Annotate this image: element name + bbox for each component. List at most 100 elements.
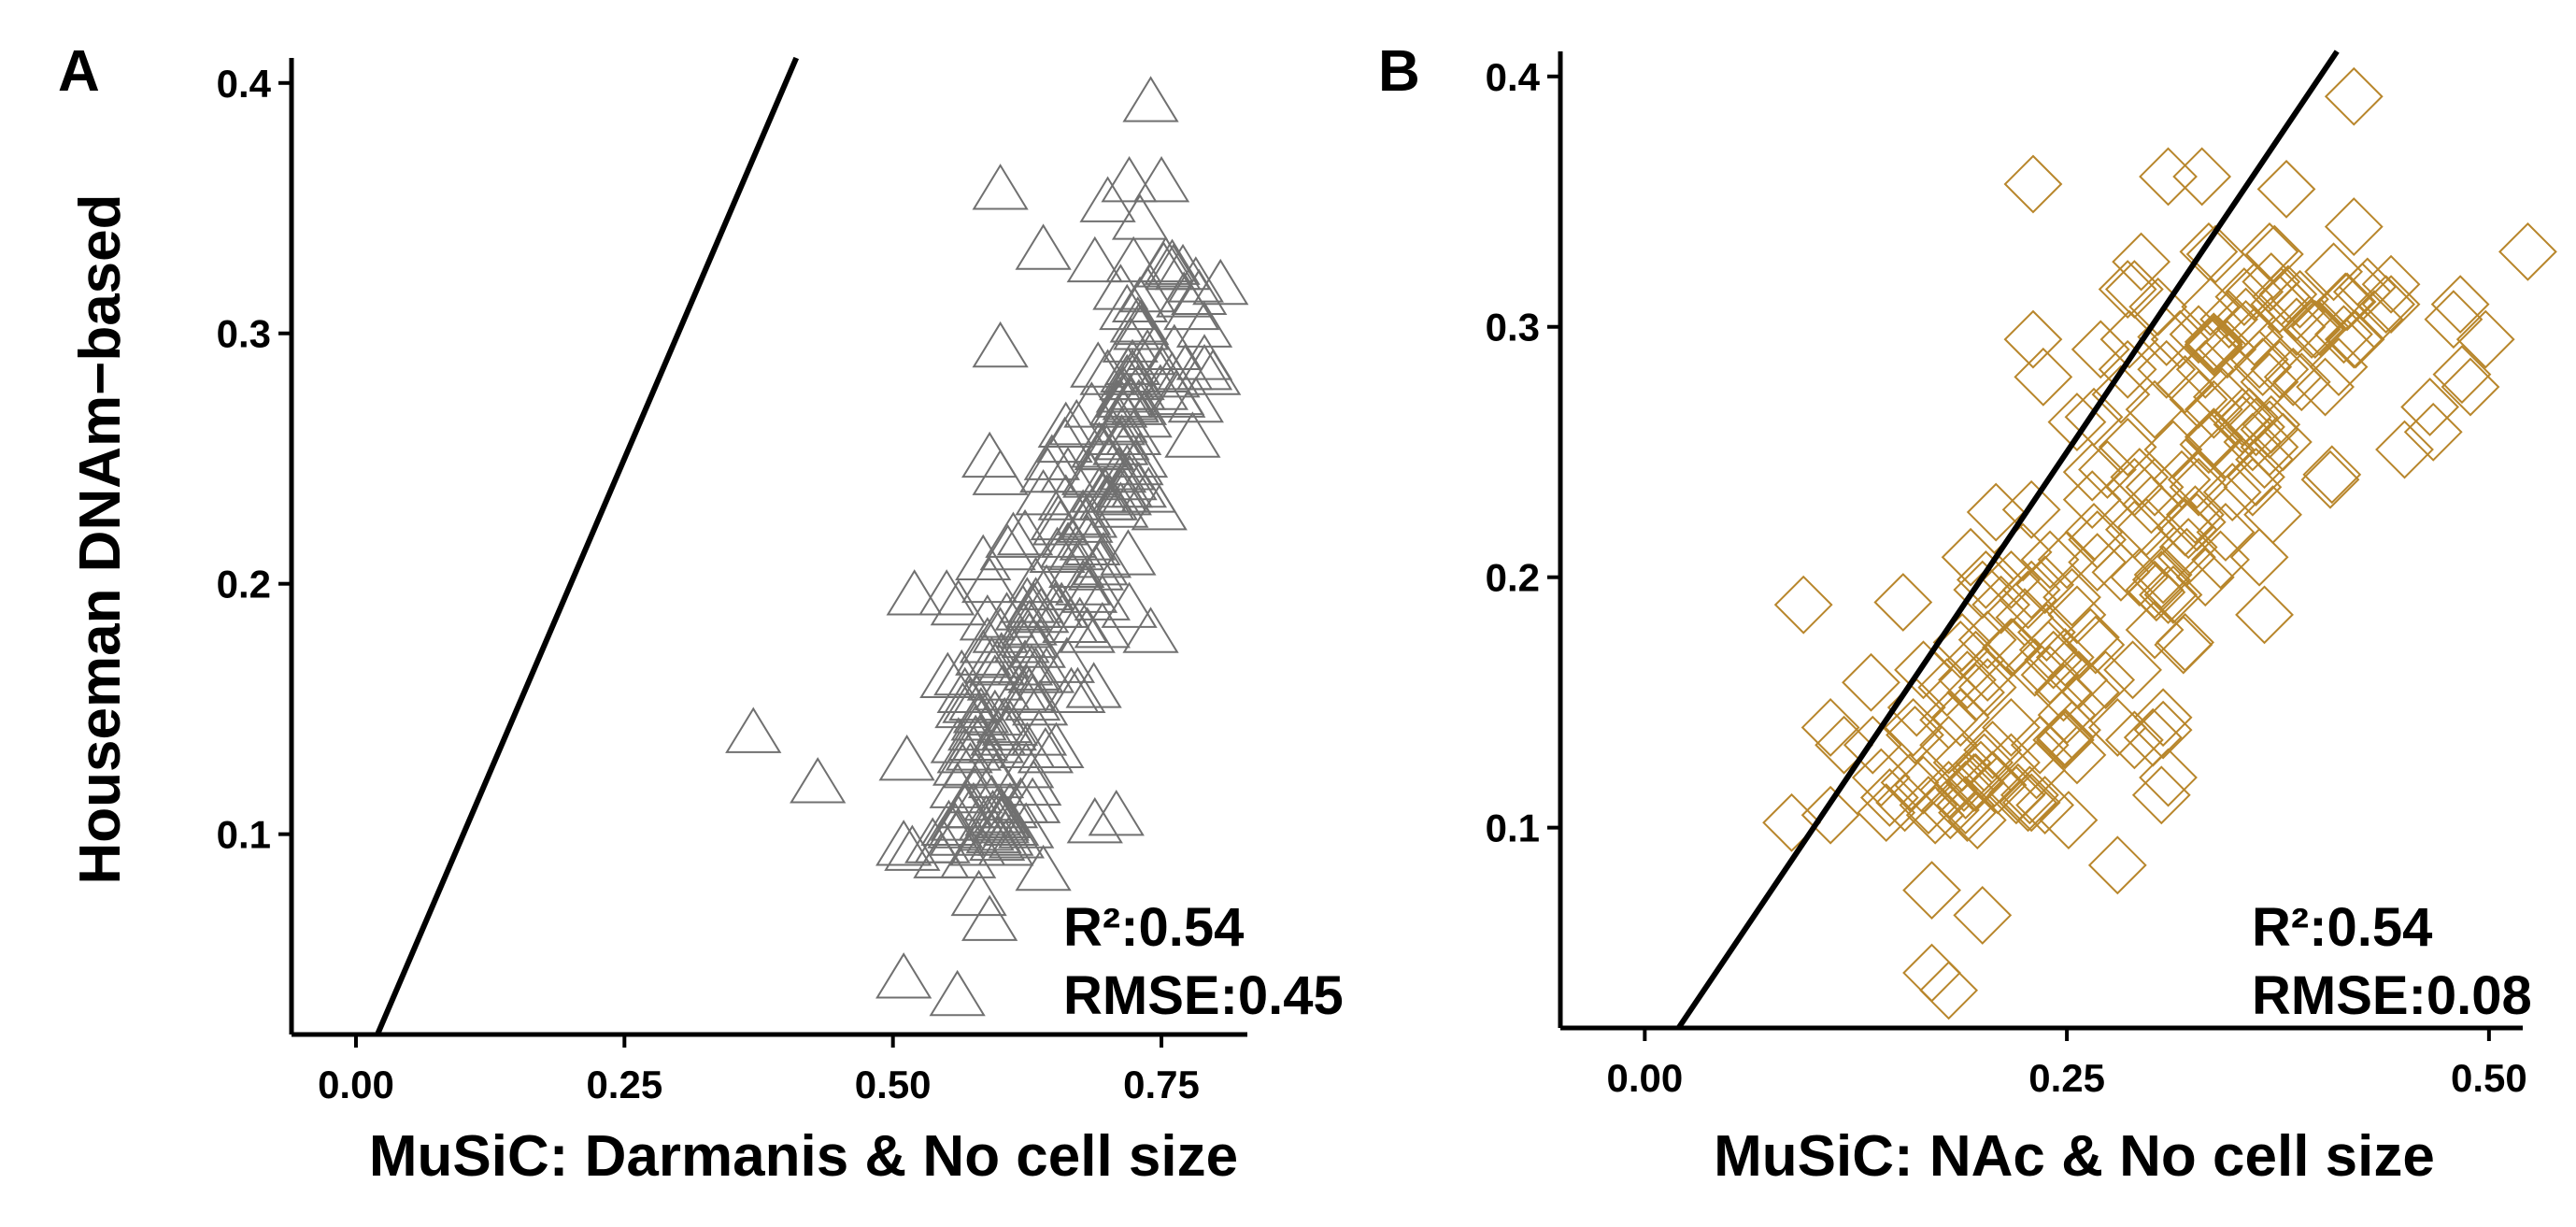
panel-b-point [2326,309,2385,369]
panel-b-point [2344,290,2404,350]
panel-a-point [1064,519,1121,565]
panel-b-label: B [1378,39,1420,104]
panel-b-point [2003,154,2063,214]
x-tick-label: 0.25 [2028,1056,2105,1100]
panel-a-point [1028,721,1085,768]
panel-b-point [2198,320,2257,379]
panel-b-x-ticks: 0.00 0.25 0.50 [1606,1028,2527,1100]
panel-b-point [2270,269,2329,329]
panel-b-point [2223,457,2283,517]
panel-b-point [2125,457,2185,517]
panel-b-point [2123,707,2183,767]
panel-a-point [1015,844,1072,892]
panel-a-point [995,602,1053,649]
panel-a-point [790,757,847,804]
panel-a-point [1101,581,1158,628]
panel-a-point [972,606,1029,653]
panel-b-point [1957,658,2017,718]
panel-a-point [1137,235,1194,283]
panel-a-r2-label: R²:0.54 [1063,897,1244,958]
panel-b-point [2143,565,2203,624]
panel-b-point [2227,448,2285,506]
panel-a-point [1070,341,1127,388]
panel-a-point [999,577,1056,623]
panel-b-reference-line [1676,50,2340,1030]
panel-a-x-ticks: 0.00 0.25 0.50 0.75 [318,1034,1200,1106]
panel-a-point [972,449,1029,495]
panel-b-point [2196,420,2256,479]
panel-a-point [1092,264,1149,310]
panel-b-point [2324,66,2384,126]
panel-b-point [1902,861,1961,920]
panel-b-point [2098,339,2157,399]
panel-b-point [2361,275,2421,335]
panel-a-reference-line [375,56,799,1036]
panel-b-point [2060,607,2120,667]
x-tick-label: 0.00 [318,1063,394,1106]
y-axis-label: Houseman DNAm−based [68,193,133,884]
panel-a-point [982,799,1040,847]
panel-a-point [918,569,975,616]
panel-a-point [1007,556,1064,604]
panel-b-point [2158,518,2218,577]
panel-b-point [2296,357,2355,417]
panel-b-point [1842,652,1900,712]
panel-b-point [2235,585,2294,645]
panel-b-point [2250,339,2310,399]
panel-b-point [1880,752,1940,812]
panel-a-point [1149,371,1206,418]
panel-b-point [2139,748,2198,807]
panel-b-point [2001,479,2061,539]
panel-a-point [1164,411,1221,458]
y-tick-label: 0.4 [217,62,272,106]
panel-b-point [2071,320,2130,379]
panel-b-point [2068,533,2128,592]
panel-b-point [2213,394,2272,454]
panel-b-point [2104,710,2164,770]
panel-a-point [1101,156,1158,203]
panel-b-point [2498,221,2557,281]
panel-a-point [1015,223,1072,270]
y-tick-label: 0.1 [217,813,271,857]
panel-a-point [1095,468,1152,516]
panel-b-point [2035,710,2095,770]
panel-b-point [2112,232,2171,292]
panel-a-point [1012,679,1069,726]
x-tick-label: 0.00 [1606,1056,1683,1100]
panel-a-point [993,617,1050,663]
panel-b-point [2062,442,2122,502]
panel-b-point [2098,260,2157,319]
panel-b-point [2152,449,2212,509]
panel-b-point [2047,585,2107,645]
y-tick-label: 0.2 [1486,556,1540,600]
panel-a-point [1003,674,1061,721]
y-tick-label: 0.4 [1486,55,1541,99]
panel-b-point [2104,500,2164,560]
panel-b-point [1773,575,1833,635]
panel-a-point [1154,243,1212,291]
panel-a-point [1144,238,1201,285]
panel-a-point [1023,434,1080,480]
panel-b-point [2068,510,2128,569]
panel-a-point [964,789,1021,836]
panel-b-point [2066,615,2126,675]
panel-b-point [2179,221,2239,281]
panel-a-point [1093,414,1150,461]
panel-b-point [2150,309,2210,369]
panel-a-point [947,714,1004,761]
panel-b-point [1957,610,2017,670]
x-tick-label: 0.50 [855,1063,932,1106]
panel-b-point [1851,748,1911,807]
panel-a-point [930,717,987,763]
panel-b-point [2010,715,2070,775]
panel-b-point [1966,482,2026,542]
panel-b-point [2338,257,2398,317]
panel-b-point [2175,548,2235,607]
panel-b-points [1762,66,2557,1020]
panel-b-point [2091,364,2151,424]
panel-b-point [2250,275,2310,335]
panel-b: B 0.00 0.25 0.50 0.1 0.2 0.3 0.4 MuSiC: NAc &… [1378,39,2557,1189]
panel-b-point [2309,337,2369,397]
panel-b-point [2167,492,2227,552]
panel-b-point [2375,420,2434,479]
